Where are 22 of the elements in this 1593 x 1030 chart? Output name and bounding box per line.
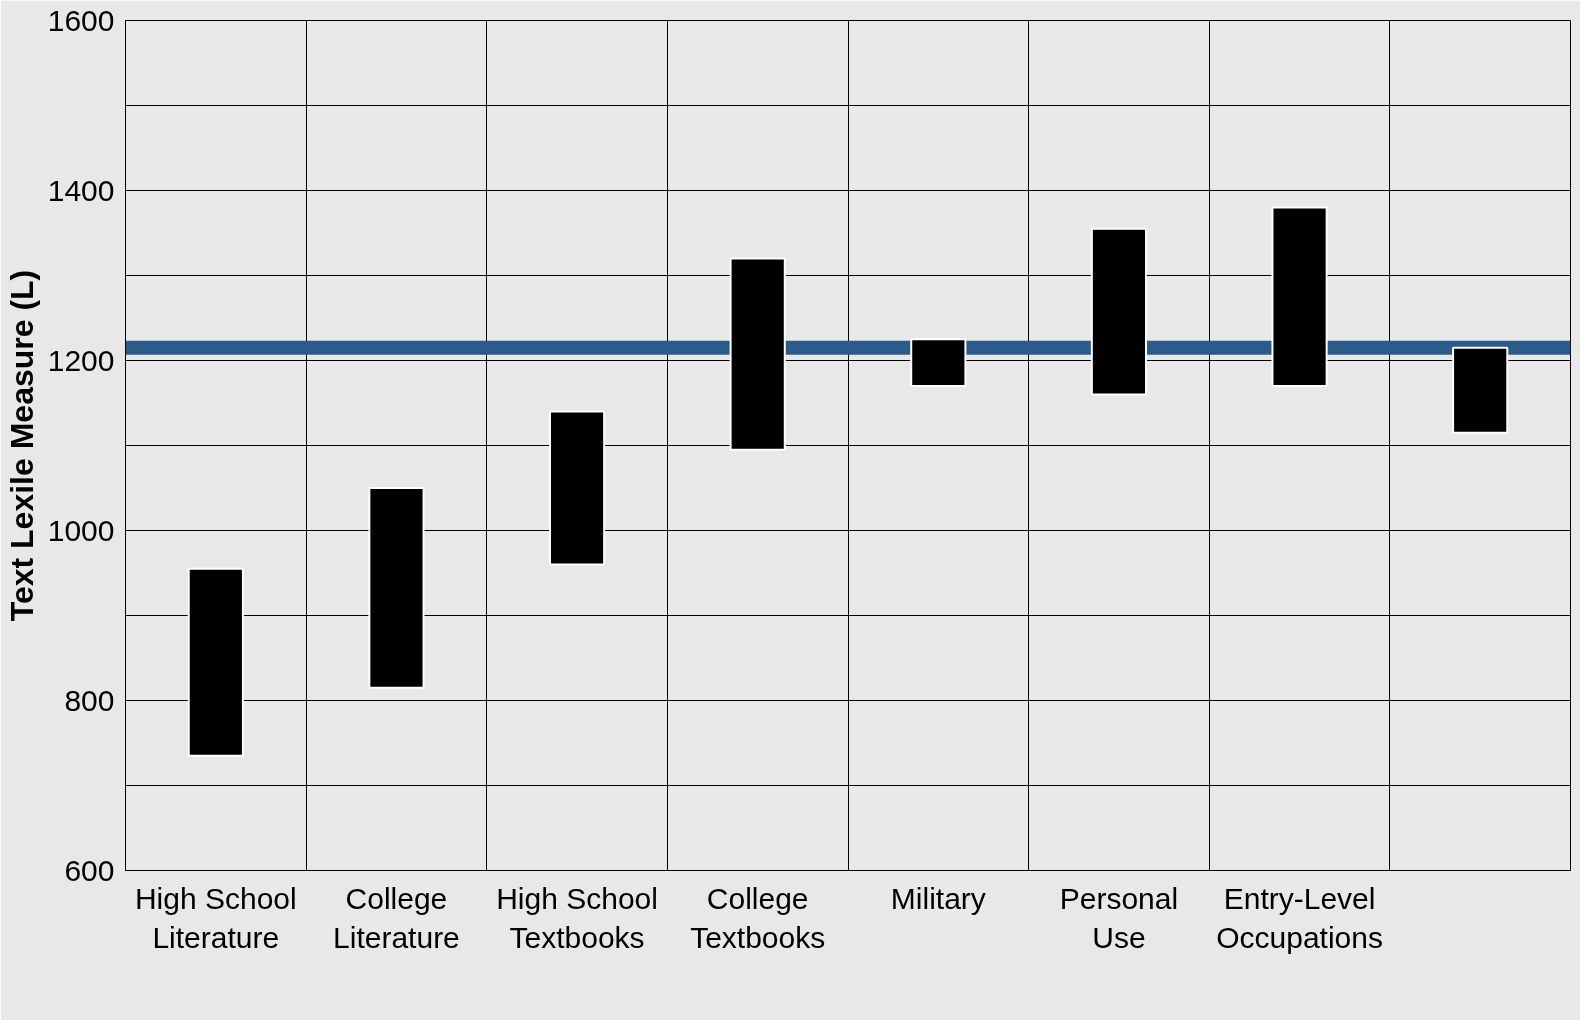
x-tick-label: Personal Use: [1059, 881, 1179, 955]
x-tick-label: Entry-Level Occupations: [1216, 881, 1383, 955]
y-tick-label: 1600: [47, 3, 115, 37]
x-tick-label: High School Literature: [134, 881, 297, 955]
x-tick-label: College Textbooks: [690, 881, 826, 955]
bar: [548, 410, 606, 566]
bar: [729, 257, 786, 451]
y-tick-label: 1400: [47, 173, 115, 207]
bar: [1090, 227, 1148, 396]
x-tick-label: Military: [890, 881, 986, 915]
bar: [1452, 346, 1509, 434]
y-axis-title: Text Lexile Measure (L): [3, 269, 40, 622]
bar: [1271, 206, 1328, 387]
bar: [910, 338, 967, 387]
y-tick-label: 800: [64, 683, 115, 717]
y-tick-label: 1000: [47, 513, 115, 547]
bar: [368, 487, 425, 689]
y-tick-label: 600: [64, 853, 115, 887]
y-tick-label: 1200: [47, 343, 115, 377]
x-tick-label: College Literature: [333, 881, 460, 955]
bar: [187, 567, 244, 757]
x-tick-label: High School Textbooks: [496, 881, 658, 955]
